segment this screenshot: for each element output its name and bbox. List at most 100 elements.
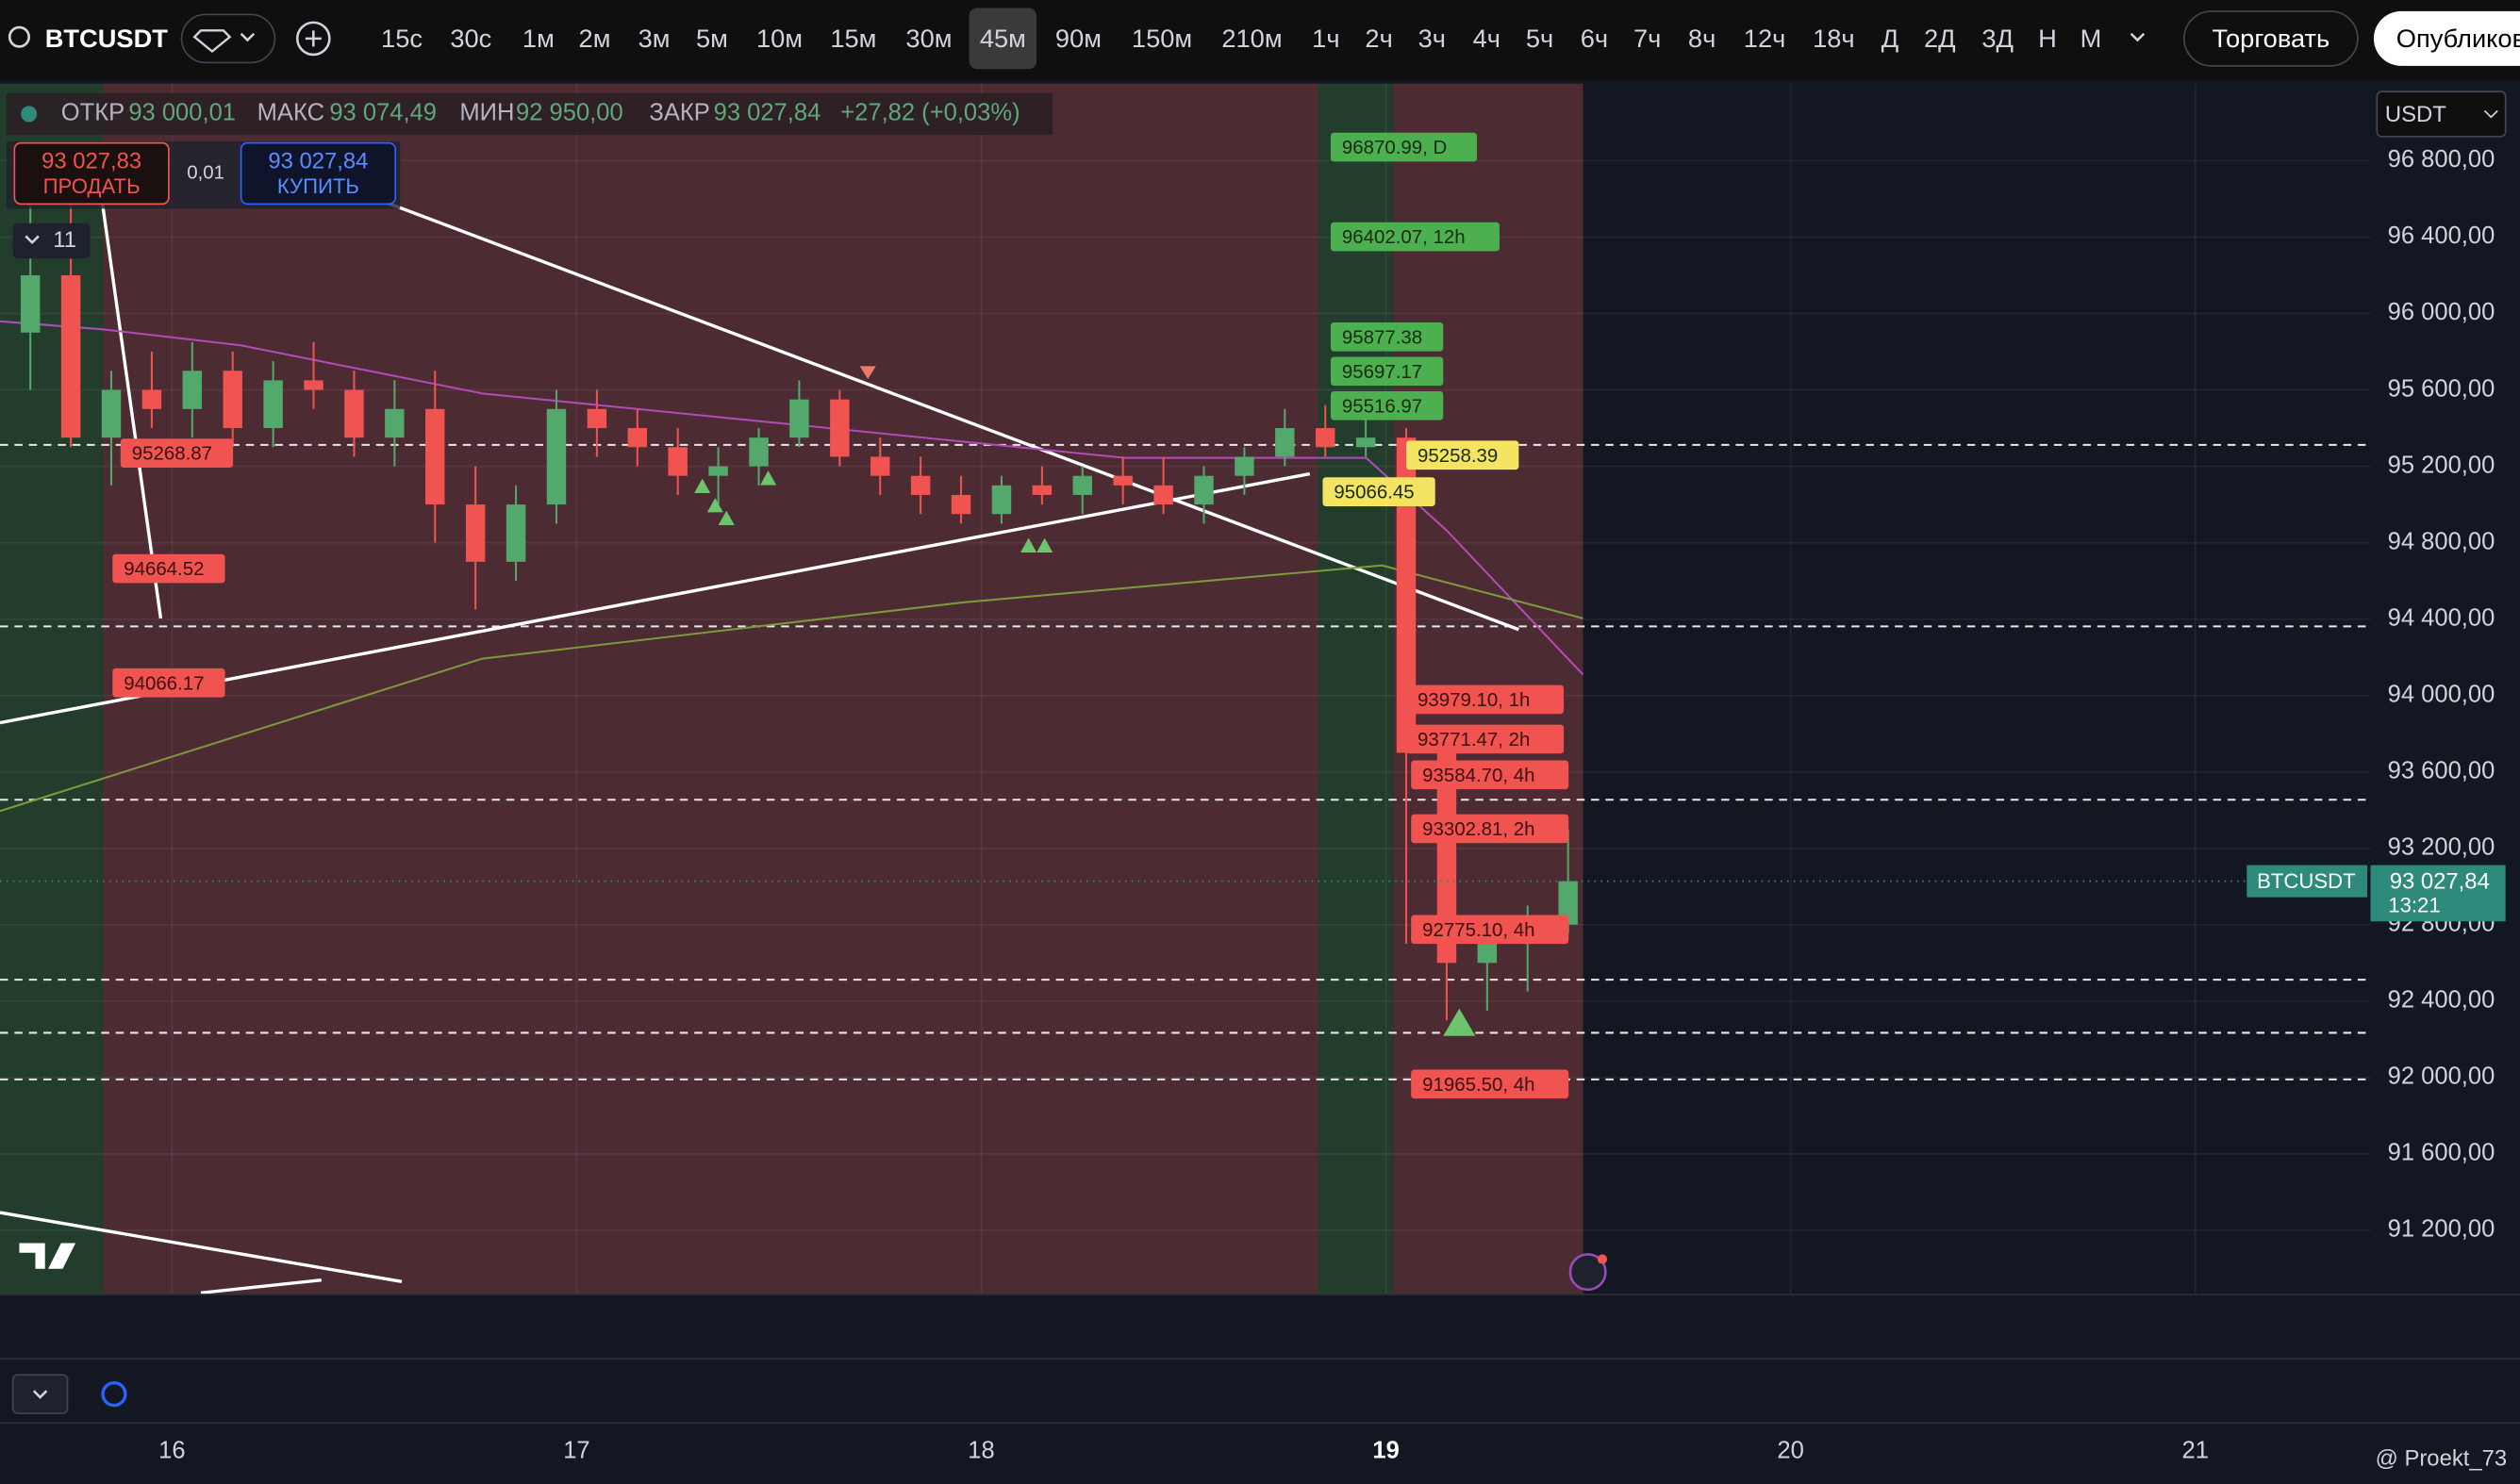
last-price: 93 027,84 — [2390, 869, 2490, 895]
collapse-button[interactable] — [11, 1374, 69, 1414]
candle-body — [1032, 485, 1053, 495]
interval[interactable]: 3ч — [1418, 24, 1446, 53]
candle-body — [304, 380, 323, 390]
candle-body — [60, 274, 81, 438]
y-tick-label: 93 600,00 — [2388, 757, 2495, 783]
signal-up — [1036, 537, 1053, 552]
interval[interactable]: 3м — [638, 24, 671, 53]
interval[interactable]: 2м — [579, 24, 611, 53]
signal-up — [760, 470, 777, 486]
interval[interactable]: 1м — [522, 24, 555, 53]
buy-button[interactable] — [240, 141, 397, 206]
trade-button[interactable] — [2182, 10, 2359, 67]
diamond-icon — [192, 29, 232, 54]
indicators-toggle[interactable] — [12, 223, 91, 259]
interval[interactable]: 30м — [905, 24, 952, 53]
buy-label: КУПИТЬ — [277, 174, 359, 198]
candle-body — [1153, 485, 1173, 505]
candle-body — [708, 466, 728, 476]
overlay: ОТКР 93 000,01 МАКС 93 074,49 МИН 92 950,00 ЗА… — [6, 92, 1608, 1292]
price-label-bg — [1411, 814, 1569, 844]
signal-up — [706, 498, 723, 513]
currency-select[interactable] — [2376, 91, 2507, 138]
price-label: 93979.10, 1h — [1418, 689, 1530, 711]
interval[interactable]: 150м — [1132, 24, 1192, 53]
x-tick-label: 17 — [563, 1438, 589, 1464]
price-label: 94664.52 — [124, 558, 204, 580]
candle-body — [789, 399, 809, 438]
price-label-bg — [1406, 440, 1519, 470]
price-label: 95066.45 — [1334, 482, 1414, 503]
interval[interactable]: М — [2081, 24, 2102, 53]
publish-button[interactable] — [2373, 10, 2520, 66]
add-button[interactable] — [295, 21, 331, 57]
interval[interactable]: 30с — [450, 24, 491, 53]
interval[interactable]: 1ч — [1312, 24, 1339, 53]
alert-button[interactable] — [1568, 1253, 1607, 1292]
y-tick-label: 95 200,00 — [2388, 452, 2495, 478]
trade: Торговать — [2212, 24, 2329, 53]
watermark: @ Proekt_73 — [2376, 1446, 2508, 1472]
chevron — [2483, 109, 2498, 119]
refresh-button[interactable] — [101, 1380, 127, 1408]
legend-item: МИН — [459, 100, 514, 126]
price-label: 96870.99, D — [1342, 137, 1447, 158]
candle-body — [951, 494, 971, 515]
legend-item: +27,82 (+0,03%) — [840, 100, 1020, 126]
legend-item: МАКС — [257, 100, 324, 126]
candle-body — [1396, 437, 1417, 753]
candle-body — [20, 274, 41, 333]
indicator-line — [0, 564, 1583, 813]
interval[interactable]: 3Д — [1981, 24, 2014, 53]
interval[interactable]: 90м — [1055, 24, 1102, 53]
y-tick-label: 95 600,00 — [2388, 375, 2495, 402]
price-label-bg — [1411, 760, 1569, 790]
price-label-bg — [1411, 1069, 1569, 1099]
interval[interactable]: 5ч — [1526, 24, 1553, 53]
interval[interactable]: 2ч — [1365, 24, 1392, 53]
signal-up — [1020, 537, 1037, 552]
interval[interactable]: 15с — [381, 24, 423, 53]
signal-down — [859, 366, 876, 380]
interval[interactable]: Н — [2038, 24, 2057, 53]
interval[interactable]: 2Д — [1924, 24, 1956, 53]
interval[interactable]: 6ч — [1581, 24, 1608, 53]
interval[interactable]: 5м — [696, 24, 728, 53]
y-tick-label: 96 800,00 — [2388, 146, 2495, 173]
chevron — [2130, 32, 2146, 42]
candle-body — [1113, 475, 1133, 486]
interval[interactable]: 4ч — [1473, 24, 1500, 53]
price-label: 95258.39 — [1418, 445, 1498, 467]
sell-button[interactable] — [13, 141, 170, 206]
compare-button[interactable] — [180, 13, 276, 64]
interval[interactable]: 8ч — [1688, 24, 1716, 53]
price-label: 96402.07, 12h — [1342, 226, 1466, 248]
interval[interactable]: 12ч — [1744, 24, 1786, 53]
price-label: 93584.70, 4h — [1422, 765, 1534, 786]
interval[interactable]: 7ч — [1633, 24, 1661, 53]
candle-body — [1315, 428, 1335, 448]
price-label: 95697.17 — [1342, 361, 1422, 383]
candle-body — [1275, 428, 1295, 457]
y-tick-label: 93 200,00 — [2388, 833, 2495, 860]
trend-line — [0, 1211, 403, 1284]
interval[interactable]: 45м — [980, 24, 1026, 53]
y-tick-label: 96 000,00 — [2388, 299, 2495, 325]
interval[interactable]: 18ч — [1813, 24, 1855, 53]
symbol[interactable]: BTCUSDT — [45, 24, 169, 53]
interval[interactable]: 210м — [1221, 24, 1282, 53]
candle-body — [627, 428, 648, 448]
price-label-bg — [1406, 724, 1565, 754]
sell-label: ПРОДАТЬ — [43, 174, 141, 198]
publish: Опубликовать — [2396, 24, 2520, 53]
candle-body — [465, 504, 486, 562]
candle-body — [1355, 437, 1376, 448]
alert-dot — [1597, 1254, 1608, 1264]
candle-body — [1194, 475, 1214, 505]
spread: 0,01 — [187, 161, 224, 183]
legend-item: ОТКР — [61, 100, 124, 126]
interval[interactable]: Д — [1882, 24, 1898, 53]
interval[interactable]: 10м — [756, 24, 803, 53]
toolbar: BTCUSDT 15с 30с 1м 2м 3м 5м 10м 15м 30м 45м 90м 150м… — [0, 0, 2520, 81]
interval[interactable]: 15м — [830, 24, 876, 53]
